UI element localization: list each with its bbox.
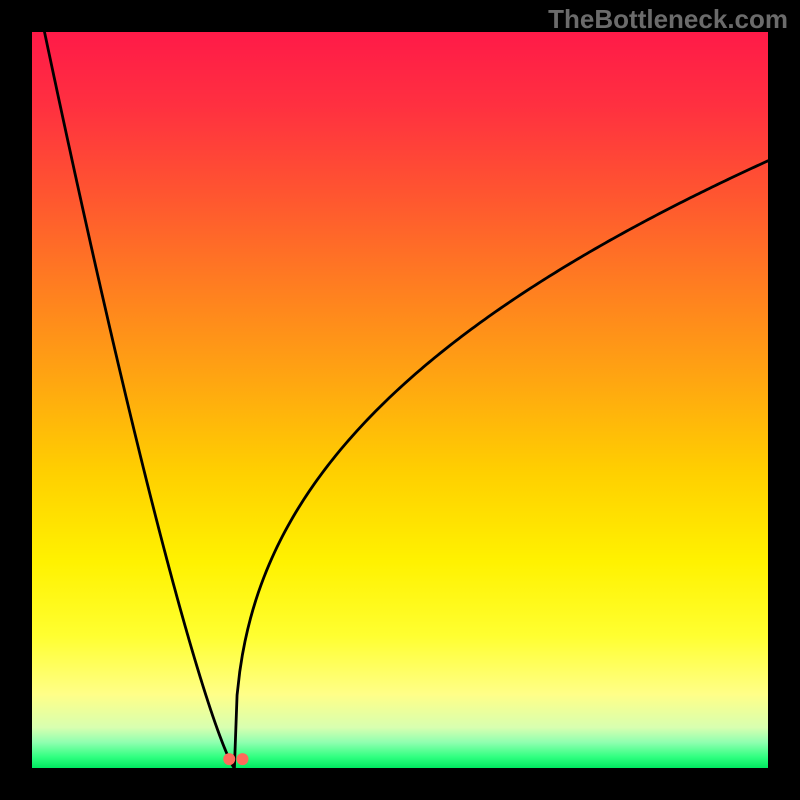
- bottleneck-curve-chart: [32, 32, 768, 768]
- min-marker-1: [236, 753, 248, 765]
- gradient-background: [32, 32, 768, 768]
- watermark-text: TheBottleneck.com: [548, 4, 788, 35]
- min-marker-0: [223, 753, 235, 765]
- chart-svg: [32, 32, 768, 768]
